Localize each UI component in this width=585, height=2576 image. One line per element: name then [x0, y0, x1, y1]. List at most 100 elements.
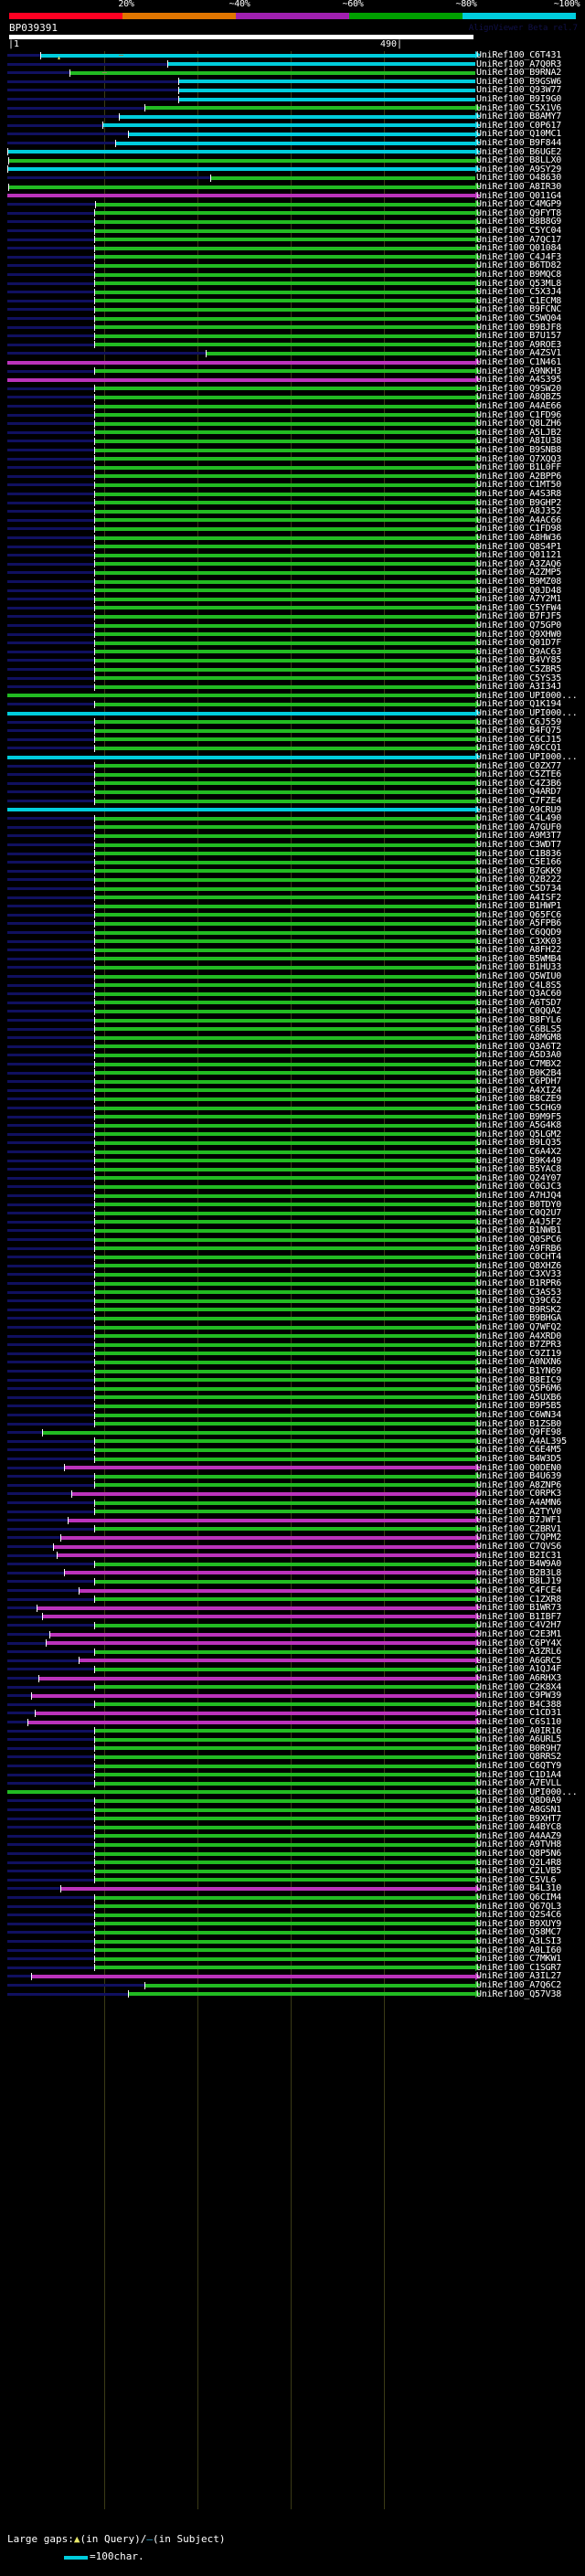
hsp-bar[interactable]: [94, 877, 475, 882]
alignment-row[interactable]: UniRef100_B1NWB1: [0, 1225, 585, 1235]
alignment-row[interactable]: UniRef100_B1ZSB0: [0, 1419, 585, 1429]
hit-label[interactable]: UniRef100_B0R9H7: [476, 1743, 562, 1754]
hsp-bar[interactable]: [94, 1930, 475, 1935]
alignment-row[interactable]: UniRef100_B8CZE9: [0, 1094, 585, 1104]
alignment-row[interactable]: UniRef100_B8AMY7: [0, 111, 585, 122]
hsp-bar[interactable]: [79, 1659, 475, 1663]
alignment-row[interactable]: UniRef100_B1WR73: [0, 1603, 585, 1613]
hsp-bar[interactable]: [115, 141, 475, 145]
hsp-bar[interactable]: [94, 825, 475, 830]
alignment-row[interactable]: UniRef100_A7Q6C2: [0, 1980, 585, 1990]
hit-label[interactable]: UniRef100_B2IC31: [476, 1550, 562, 1561]
alignment-row[interactable]: UniRef100_C5WQ04: [0, 313, 585, 323]
alignment-row[interactable]: UniRef100_Q24Y07: [0, 1173, 585, 1183]
hit-label[interactable]: UniRef100_A1QJ4F: [476, 1664, 562, 1675]
alignment-row[interactable]: UniRef100_UPI000...: [0, 1787, 585, 1797]
hsp-bar[interactable]: [94, 1184, 475, 1189]
hit-label[interactable]: UniRef100_A6TSD7: [476, 997, 562, 1008]
hit-label[interactable]: UniRef100_C5E166: [476, 857, 562, 868]
hsp-bar[interactable]: [94, 632, 475, 637]
alignment-row[interactable]: UniRef100_C6QQD9: [0, 928, 585, 938]
hsp-bar[interactable]: [94, 1500, 475, 1505]
hit-label[interactable]: UniRef100_A4S3R8: [476, 489, 562, 499]
alignment-row[interactable]: UniRef100_C3XK03: [0, 937, 585, 947]
alignment-row[interactable]: UniRef100_B8EIC9: [0, 1375, 585, 1385]
hit-label[interactable]: UniRef100_A6GRC5: [476, 1655, 562, 1666]
hsp-bar[interactable]: [144, 106, 475, 111]
hsp-bar[interactable]: [94, 1220, 475, 1224]
alignment-row[interactable]: UniRef100_Q011G4: [0, 191, 585, 201]
hit-label[interactable]: UniRef100_B9MZ08: [476, 577, 562, 587]
hsp-bar[interactable]: [94, 1053, 475, 1057]
alignment-row[interactable]: UniRef100_Q3A6T2: [0, 1041, 585, 1052]
hsp-bar[interactable]: [178, 97, 475, 101]
alignment-row[interactable]: UniRef100_C3XV33: [0, 1269, 585, 1280]
alignment-row[interactable]: UniRef100_B9XHT7: [0, 1814, 585, 1824]
alignment-row[interactable]: UniRef100_Q8LZH6: [0, 419, 585, 429]
hit-label[interactable]: UniRef100_A4AE66: [476, 401, 562, 411]
alignment-row[interactable]: UniRef100_A5UXB6: [0, 1393, 585, 1403]
alignment-row[interactable]: UniRef100_C0RPK3: [0, 1489, 585, 1499]
alignment-row[interactable]: UniRef100_B9P5B5: [0, 1401, 585, 1411]
alignment-row[interactable]: UniRef100_A6GRC5: [0, 1655, 585, 1666]
hsp-bar[interactable]: [94, 1027, 475, 1032]
hit-label[interactable]: UniRef100_C6PDH7: [476, 1076, 562, 1087]
hsp-bar[interactable]: [37, 1606, 475, 1610]
alignment-row[interactable]: UniRef100_B4FQ75: [0, 726, 585, 736]
hsp-bar[interactable]: [94, 1447, 475, 1452]
hit-label[interactable]: UniRef100_C3XV33: [476, 1269, 562, 1280]
hit-label[interactable]: UniRef100_A9TVH8: [476, 1839, 562, 1850]
hit-label[interactable]: UniRef100_B8AMY7: [476, 111, 562, 122]
hsp-bar[interactable]: [94, 974, 475, 979]
hsp-bar[interactable]: [7, 167, 475, 172]
hsp-bar[interactable]: [128, 132, 475, 136]
hsp-bar[interactable]: [94, 299, 475, 303]
hit-label[interactable]: UniRef100_O48630: [476, 173, 562, 184]
alignment-row[interactable]: UniRef100_C1D1A4: [0, 1770, 585, 1780]
alignment-row[interactable]: UniRef100_B0TDY0: [0, 1200, 585, 1210]
hit-label[interactable]: UniRef100_C5VL6: [476, 1874, 557, 1885]
alignment-row[interactable]: UniRef100_B1HWP1: [0, 901, 585, 911]
hit-label[interactable]: UniRef100_C2BRV1: [476, 1523, 562, 1534]
hit-label[interactable]: UniRef100_C4Z3B6: [476, 778, 562, 789]
alignment-row[interactable]: UniRef100_C7QVS6: [0, 1542, 585, 1552]
alignment-row[interactable]: UniRef100_A8ZNP6: [0, 1480, 585, 1490]
hit-label[interactable]: UniRef100_A8IR30: [476, 182, 562, 192]
hit-label[interactable]: UniRef100_B9SNB8: [476, 445, 562, 455]
hit-label[interactable]: UniRef100_A4AMN6: [476, 1498, 562, 1508]
hit-label[interactable]: UniRef100_Q53ML8: [476, 278, 562, 289]
alignment-row[interactable]: UniRef100_B5YAC8: [0, 1164, 585, 1174]
alignment-row[interactable]: UniRef100_B9GHP2: [0, 498, 585, 508]
hit-label[interactable]: UniRef100_A8FH22: [476, 945, 562, 956]
hit-label[interactable]: UniRef100_C6QQD9: [476, 928, 562, 938]
hit-label[interactable]: UniRef100_A4AAZ9: [476, 1830, 562, 1841]
alignment-row[interactable]: UniRef100_C0ZX77: [0, 761, 585, 771]
hsp-bar[interactable]: [94, 790, 475, 794]
alignment-row[interactable]: UniRef100_A9TVH8: [0, 1839, 585, 1850]
alignment-row[interactable]: UniRef100_Q9FE98: [0, 1427, 585, 1437]
alignment-row[interactable]: UniRef100_Q1K194: [0, 699, 585, 709]
hit-label[interactable]: UniRef100_B4C388: [476, 1699, 562, 1710]
hit-label[interactable]: UniRef100_C4MGP9: [476, 199, 562, 210]
hsp-bar[interactable]: [94, 246, 475, 250]
hsp-bar[interactable]: [94, 457, 475, 461]
alignment-row[interactable]: UniRef100_C6QTY9: [0, 1761, 585, 1771]
hsp-bar[interactable]: [94, 369, 475, 374]
alignment-row[interactable]: UniRef100_A1QJ4F: [0, 1664, 585, 1675]
alignment-row[interactable]: UniRef100_B9BHGA: [0, 1313, 585, 1323]
hsp-bar[interactable]: [178, 80, 475, 84]
hsp-bar[interactable]: [94, 421, 475, 426]
alignment-row[interactable]: UniRef100_A7EVLL: [0, 1778, 585, 1788]
alignment-row[interactable]: UniRef100_B6TD82: [0, 260, 585, 270]
hsp-bar[interactable]: [94, 921, 475, 926]
hit-label[interactable]: UniRef100_C4FCE4: [476, 1585, 562, 1595]
hit-label[interactable]: UniRef100_B6UGE2: [476, 146, 562, 157]
hsp-bar[interactable]: [94, 614, 475, 619]
hit-label[interactable]: UniRef100_B0K2B4: [476, 1067, 562, 1078]
hit-label[interactable]: UniRef100_A5D3A0: [476, 1050, 562, 1061]
hit-label[interactable]: UniRef100_C0RPK3: [476, 1489, 562, 1500]
hit-label[interactable]: UniRef100_Q4ARD7: [476, 787, 562, 798]
hit-label[interactable]: UniRef100_A9SY29: [476, 164, 562, 175]
hit-label[interactable]: UniRef100_Q3A6T2: [476, 1041, 562, 1052]
alignment-row[interactable]: UniRef100_A2BPP6: [0, 472, 585, 482]
